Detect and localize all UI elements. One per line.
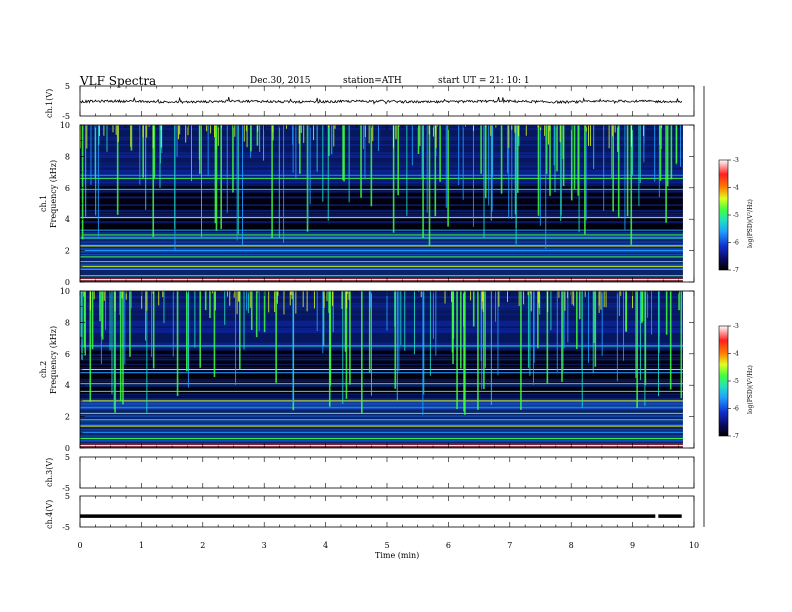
x-tick-label: 5 (384, 541, 389, 550)
ch1-colorbar-label: log(PSD)(V²/Hz) (747, 199, 754, 248)
y-tick-label: 8 (65, 318, 70, 327)
noise-band (80, 395, 694, 398)
lower-band-fill (80, 397, 694, 448)
noise-band (80, 384, 694, 386)
y-tick-label: 0 (65, 444, 70, 453)
noise-band (80, 220, 694, 223)
x-tick-label: 6 (446, 541, 451, 550)
noise-band (80, 196, 694, 198)
colorbar-tick-label: -4 (733, 351, 739, 358)
ch2-colorbar-label: log(PSD)(V²/Hz) (747, 365, 754, 414)
noise-band (80, 189, 694, 192)
start-time-label: start UT = 21: 10: 1 (438, 76, 530, 86)
colorbar-tick-label: -6 (733, 406, 739, 413)
noise-band (80, 385, 694, 388)
spectrogram-end-gap (682, 291, 694, 448)
noise-band (80, 366, 694, 369)
y-tick-label: 4 (65, 215, 70, 224)
x-tick-label: 3 (262, 541, 267, 550)
y-tick-label: 5 (65, 453, 70, 462)
ch1-spectrogram (80, 125, 694, 282)
ch1-spec-ylabel-b: Frequency (kHz) (49, 160, 58, 228)
ch1-waveform-trace (79, 96, 683, 105)
ch1-wave-ylabel: ch.1(V) (45, 89, 54, 118)
ch2-spec-ylabel-b: Frequency (kHz) (49, 326, 58, 394)
y-tick-label: -5 (62, 484, 70, 493)
noise-band (80, 378, 694, 381)
y-tick-label: 6 (65, 184, 70, 193)
ch2-colorbar: -3 -4 -5 -6 -7 log(PSD)(V²/Hz) (718, 323, 754, 440)
y-tick-label: 8 (65, 152, 70, 161)
ch1-spec-ylabel-a: ch.1 (39, 195, 48, 212)
noise-band (80, 221, 694, 224)
ch3-wave-ylabel: ch.3(V) (45, 458, 54, 487)
x-tick-label: 2 (200, 541, 205, 550)
colorbar-tick-label: -7 (733, 433, 739, 440)
noise-band (80, 393, 694, 396)
noise-band (80, 213, 694, 215)
ch1-colorbar: -3 -4 -5 -6 -7 log(PSD)(V²/Hz) (718, 157, 754, 274)
colorbar-tick-label: -5 (733, 212, 739, 219)
y-tick-label: 10 (60, 121, 70, 130)
noise-band (80, 212, 694, 215)
noise-band (80, 380, 694, 383)
colorbar-tick-label: -3 (733, 323, 739, 330)
noise-band (80, 354, 694, 357)
waveform-panels (79, 96, 683, 519)
ch4-wave-ylabel: ch.4(V) (45, 500, 54, 529)
y-tick-label: -5 (62, 112, 70, 121)
noise-band (80, 363, 694, 366)
colorbar-tick-label: -6 (733, 240, 739, 247)
noise-band (80, 209, 694, 212)
x-tick-label: 9 (630, 541, 635, 550)
chart-title: VLF Spectra (80, 74, 157, 88)
date-label: Dec.30, 2015 (250, 76, 311, 86)
y-tick-label: 6 (65, 350, 70, 359)
noise-band (80, 356, 694, 359)
y-tick-label: 2 (65, 247, 70, 256)
ch2-spec-ylabel-a: ch.2 (39, 361, 48, 378)
x-tick-label: 8 (569, 541, 574, 550)
x-tick-label: 4 (323, 541, 328, 550)
y-tick-label: -5 (62, 523, 70, 532)
y-tick-label: 4 (65, 381, 70, 390)
noise-band (80, 204, 694, 206)
colorbar-tick-label: -5 (733, 378, 739, 385)
noise-band (80, 191, 694, 193)
ch2-spectrogram (80, 291, 694, 448)
x-tick-label: 0 (77, 541, 82, 550)
noise-band (80, 353, 694, 356)
colorbar-tick-label: -4 (733, 185, 739, 192)
ch4-gap (655, 513, 659, 519)
noise-band (80, 215, 694, 217)
station-label: station=ATH (343, 76, 402, 86)
y-tick-label: 0 (65, 278, 70, 287)
y-tick-label: 5 (65, 492, 70, 501)
colorbar-tick-label: -3 (733, 157, 739, 164)
x-tick-label: 10 (689, 541, 699, 550)
x-axis-label: Time (min) (375, 551, 419, 560)
y-tick-label: 10 (60, 287, 70, 296)
colorbar-tick-label: -7 (733, 267, 739, 274)
y-tick-label: 5 (65, 82, 70, 91)
x-tick-label: 7 (507, 541, 512, 550)
x-tick-label: 1 (139, 541, 144, 550)
spectrogram-end-gap (682, 125, 694, 282)
noise-band (80, 358, 694, 361)
y-tick-label: 2 (65, 413, 70, 422)
noise-band (80, 184, 694, 187)
